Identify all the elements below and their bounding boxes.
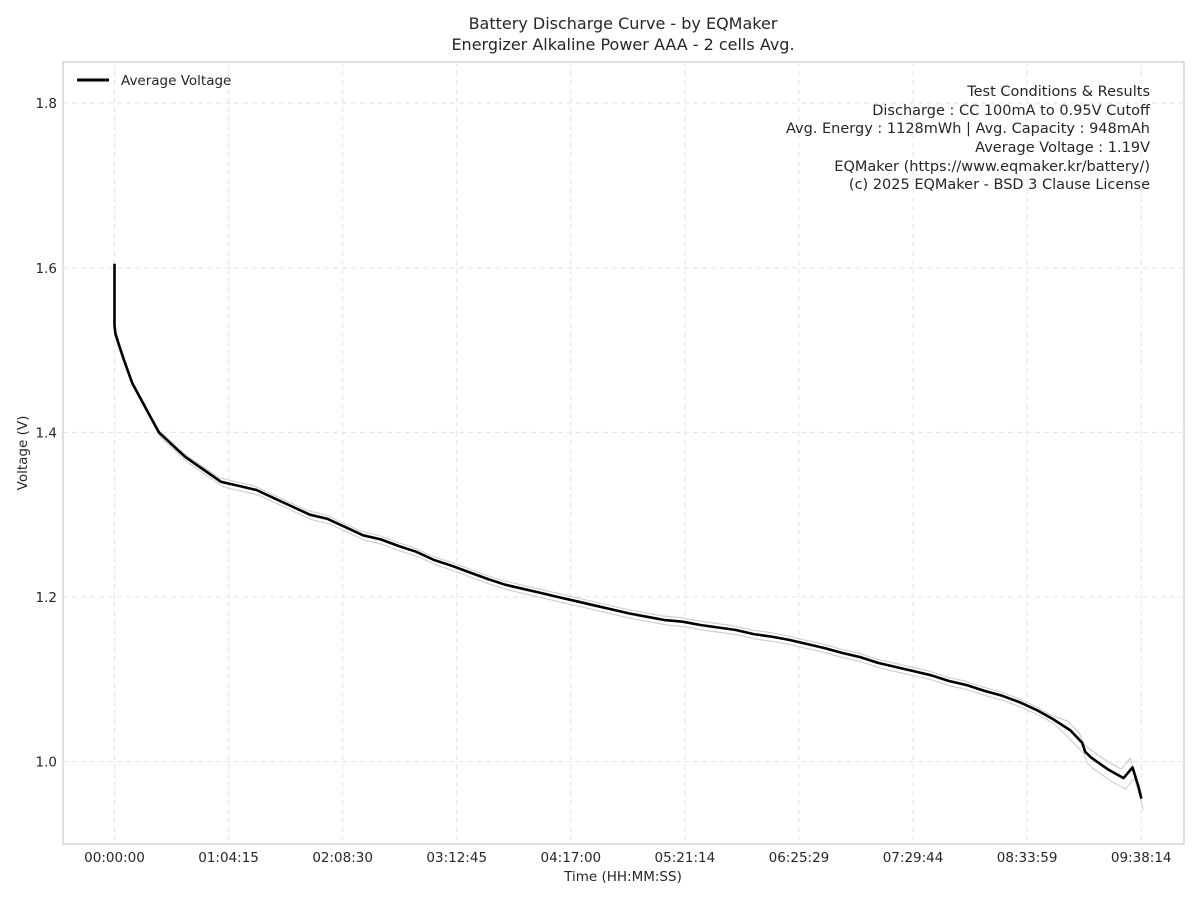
tick-labels: 00:00:00 01:04:15 02:08:30 03:12:45 04:17:00… <box>36 96 1172 866</box>
info-average-voltage: Average Voltage : 1.19V <box>975 140 1150 156</box>
chart-subtitle: Energizer Alkaline Power AAA - 2 cells A… <box>451 35 794 54</box>
y-tick-label: 1.0 <box>36 755 57 771</box>
x-tick-label: 03:12:45 <box>426 850 487 866</box>
x-tick-label: 00:00:00 <box>84 850 145 866</box>
x-tick-label: 05:21:14 <box>655 850 716 866</box>
cell-trace-line <box>113 263 1144 810</box>
y-tick-label: 1.8 <box>36 96 57 112</box>
info-license: (c) 2025 EQMaker - BSD 3 Clause License <box>849 177 1150 193</box>
series-layer <box>113 263 1143 800</box>
x-tick-label: 08:33:59 <box>997 850 1058 866</box>
y-axis-label: Voltage (V) <box>15 416 31 491</box>
x-tick-label: 04:17:00 <box>541 850 602 866</box>
test-info-box: Test Conditions & Results Discharge : CC… <box>786 84 1151 193</box>
x-tick-label: 07:29:44 <box>883 850 944 866</box>
legend-label: Average Voltage <box>121 73 231 89</box>
info-heading: Test Conditions & Results <box>966 84 1150 100</box>
chart-title: Battery Discharge Curve - by EQMaker <box>469 14 778 33</box>
legend: Average Voltage <box>77 73 231 89</box>
y-tick-label: 1.6 <box>36 261 57 277</box>
info-website: EQMaker (https://www.eqmaker.kr/battery/… <box>834 159 1150 175</box>
x-tick-label: 02:08:30 <box>312 850 373 866</box>
info-discharge: Discharge : CC 100mA to 0.95V Cutoff <box>872 103 1151 119</box>
x-tick-label: 09:38:14 <box>1111 850 1172 866</box>
y-tick-label: 1.4 <box>36 425 57 441</box>
x-tick-label: 06:25:29 <box>769 850 830 866</box>
average-voltage-line <box>113 263 1143 800</box>
plot-area <box>62 61 1185 845</box>
x-axis-label: Time (HH:MM:SS) <box>563 869 682 885</box>
cell-trace-line <box>113 263 1140 790</box>
cell-traces <box>113 263 1144 810</box>
grid <box>63 62 1184 844</box>
y-tick-label: 1.2 <box>36 590 57 606</box>
x-tick-label: 01:04:15 <box>198 850 259 866</box>
info-energy: Avg. Energy : 1128mWh | Avg. Capacity : … <box>786 121 1150 137</box>
